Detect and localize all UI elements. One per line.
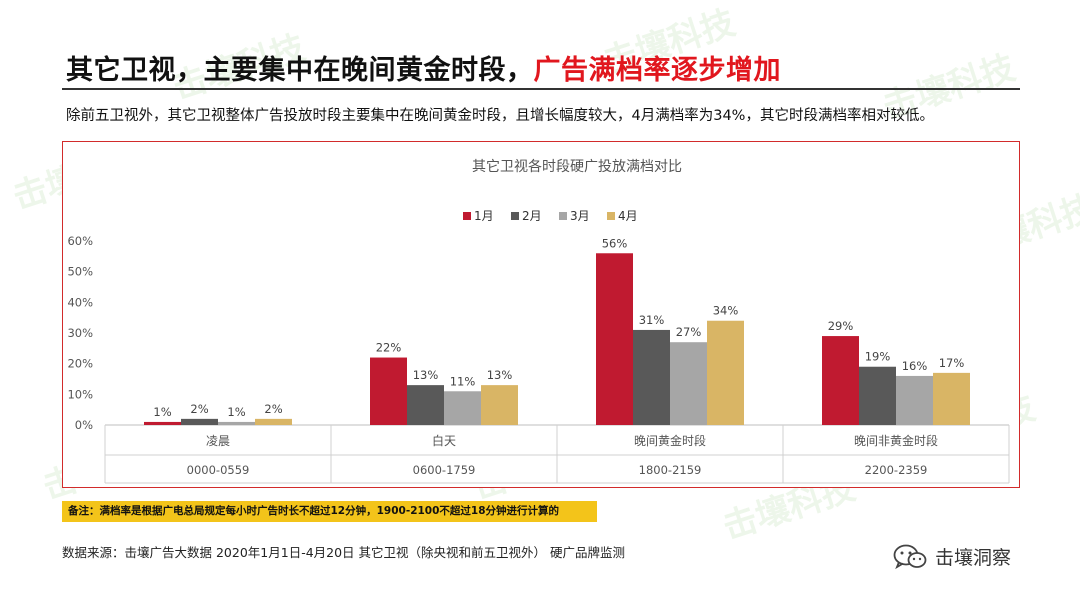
note-banner: 备注：满档率是根据广电总局规定每小时广告时长不超过12分钟，1900-2100不… [62, 501, 597, 522]
wechat-icon [893, 544, 927, 569]
data-label: 1% [153, 405, 171, 419]
brand-name: 击壤洞察 [935, 547, 1012, 569]
x-category-range: 1800-2159 [639, 463, 702, 477]
bar [596, 253, 633, 425]
data-label: 2% [264, 402, 282, 416]
legend-swatch [511, 212, 519, 220]
bar [859, 366, 896, 425]
bar [633, 329, 670, 425]
data-label: 13% [487, 368, 513, 382]
data-label: 2% [190, 402, 208, 416]
legend-label: 2月 [522, 209, 542, 223]
y-tick-label: 60% [67, 234, 93, 248]
bar [370, 357, 407, 425]
x-category-label: 晚间非黄金时段 [854, 433, 938, 448]
data-label: 17% [939, 356, 965, 370]
legend-swatch [559, 212, 567, 220]
data-label: 13% [413, 368, 439, 382]
y-tick-label: 20% [67, 357, 93, 371]
data-label: 56% [602, 236, 628, 250]
legend-swatch [607, 212, 615, 220]
legend-label: 3月 [570, 209, 590, 223]
bar [144, 421, 181, 425]
legend-label: 1月 [474, 209, 494, 223]
chart-title: 其它卫视各时段硬广投放满档对比 [472, 158, 682, 175]
x-category-range: 0600-1759 [413, 463, 476, 477]
data-label: 19% [865, 350, 891, 364]
bar [481, 385, 518, 425]
data-label: 22% [376, 341, 402, 355]
data-label: 1% [227, 405, 245, 419]
bar-chart: 其它卫视各时段硬广投放满档对比 1月 2月 3月 4月 0% 10% 20% 30% 40% 50%… [67, 158, 1010, 484]
x-category-range: 2200-2359 [865, 463, 928, 477]
bar [896, 375, 933, 425]
y-tick-label: 0% [75, 418, 93, 432]
y-tick-label: 40% [67, 295, 93, 309]
bar [181, 418, 218, 425]
bar [707, 320, 744, 425]
page-title-highlight: 广告满档率逐步增加 [533, 55, 781, 86]
y-tick-label: 50% [67, 265, 93, 279]
bar [822, 336, 859, 425]
page-title-main: 其它卫视，主要集中在晚间黄金时段， [66, 55, 534, 86]
x-category-label: 晚间黄金时段 [634, 433, 706, 448]
bar [407, 385, 444, 425]
summary-text: 除前五卫视外，其它卫视整体广告投放时段主要集中在晚间黄金时段，且增长幅度较大，4… [66, 108, 934, 124]
title-divider [62, 88, 1020, 90]
page-title: 其它卫视，主要集中在晚间黄金时段，广告满档率逐步增加 [66, 48, 781, 87]
x-category-label: 凌晨 [206, 434, 230, 448]
bar [218, 421, 255, 425]
y-tick-label: 10% [67, 387, 93, 401]
legend-label: 4月 [618, 209, 638, 223]
chart-frame: 其它卫视各时段硬广投放满档对比 1月 2月 3月 4月 0% 10% 20% 30% 40% 50%… [62, 141, 1020, 488]
data-label: 27% [676, 325, 702, 339]
legend-swatch [463, 212, 471, 220]
bar [933, 372, 970, 425]
x-category-range: 0000-0559 [187, 463, 250, 477]
data-source: 数据来源：击壤广告大数据 2020年1月1日-4月20日 其它卫视（除央视和前五… [62, 545, 626, 560]
data-label: 29% [828, 319, 854, 333]
brand: 击壤洞察 [893, 543, 1011, 570]
bar [444, 391, 481, 425]
y-tick-label: 30% [67, 326, 93, 340]
data-label: 34% [713, 304, 739, 318]
x-category-label: 白天 [432, 433, 456, 448]
data-label: 11% [450, 374, 476, 388]
bar [255, 418, 292, 425]
bar [670, 342, 707, 425]
data-label: 16% [902, 359, 928, 373]
data-label: 31% [639, 313, 665, 327]
